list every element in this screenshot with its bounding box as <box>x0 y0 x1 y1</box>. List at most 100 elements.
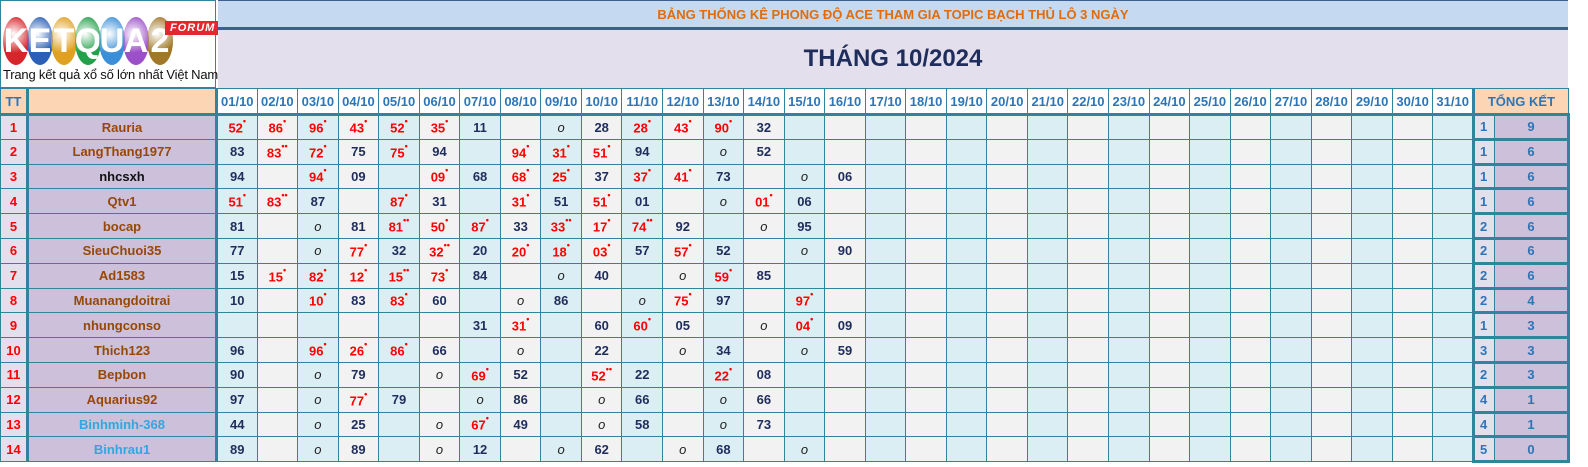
day-cell <box>1108 287 1150 314</box>
day-cell: 32•• <box>418 237 461 264</box>
total-count: 2 <box>1471 361 1495 389</box>
day-cell <box>1189 213 1231 239</box>
day-cell <box>1310 262 1353 289</box>
day-cell <box>1351 337 1393 363</box>
day-cell: o <box>297 411 339 438</box>
member-name: nhungconso <box>26 312 218 339</box>
hit-marker: • <box>364 338 368 349</box>
cell-value: 37 <box>594 168 609 184</box>
day-cell: 94• <box>297 163 339 190</box>
cell-value: 28 <box>594 119 609 135</box>
hit-marker: • <box>364 116 368 127</box>
day-cell: 94 <box>216 163 258 190</box>
cell-value: 09 <box>351 168 366 184</box>
day-cell: 01 <box>621 188 664 215</box>
day-cell <box>1229 312 1272 339</box>
day-cell: 86• <box>256 114 299 140</box>
day-cell <box>1189 138 1231 165</box>
day-cell <box>1351 138 1393 165</box>
day-cell: 67• <box>459 411 501 438</box>
day-cell: 59• <box>702 262 745 289</box>
table-row: 10 Thich123 96 96• 26• 86• 66 o 22 o 34 o 59 3 3 <box>0 337 1570 364</box>
cell-value: 66 <box>635 392 650 408</box>
day-cell: 25• <box>540 163 582 190</box>
day-cell <box>824 114 866 140</box>
day-cell <box>1310 114 1353 140</box>
day-cell <box>1391 237 1434 264</box>
cell-value: 31 <box>511 318 527 334</box>
hit-marker: • <box>526 314 530 325</box>
cell-value: 12 <box>349 268 365 284</box>
member-name: Aquarius92 <box>26 386 218 413</box>
cell-value: 75 <box>390 144 405 160</box>
day-cell <box>905 262 947 289</box>
cell-value: 97 <box>230 392 245 408</box>
day-cell: 10• <box>297 287 339 314</box>
day-cell <box>945 163 988 190</box>
row-number: 3 <box>0 163 28 190</box>
cell-value: 72 <box>309 144 324 160</box>
cell-value: 20 <box>511 244 527 260</box>
day-cell: 22 <box>580 337 623 363</box>
cell-value: 86 <box>553 292 569 308</box>
day-cell <box>905 436 947 463</box>
hit-marker: • <box>364 264 368 275</box>
row-number: 8 <box>0 287 28 314</box>
day-cell: 52•• <box>580 361 623 388</box>
cell-value: 86 <box>513 392 528 408</box>
day-cell <box>540 411 582 438</box>
cell-value: 40 <box>594 268 609 284</box>
day-cell <box>864 188 907 215</box>
day-cell: o <box>783 436 826 463</box>
day-cell: 95 <box>783 213 826 239</box>
day-cell <box>1270 361 1312 388</box>
row-number: 4 <box>0 188 28 215</box>
day-cell <box>540 312 582 339</box>
hit-marker: • <box>323 289 327 300</box>
day-cell: 94• <box>499 138 542 165</box>
cell-value: 37 <box>633 169 648 185</box>
day-cell: 79 <box>378 386 420 413</box>
member-name: Ad1583 <box>26 262 218 289</box>
day-cell <box>1310 188 1353 215</box>
day-cell <box>1310 411 1353 438</box>
day-cell <box>824 436 866 463</box>
day-cell: o <box>580 411 623 438</box>
day-cell <box>256 213 299 239</box>
day-cell <box>1391 361 1434 388</box>
day-cell <box>459 287 501 314</box>
day-cell <box>418 312 461 339</box>
cell-value: 09 <box>430 169 446 185</box>
day-cell: 44 <box>216 411 258 438</box>
day-cell <box>1229 337 1272 363</box>
hit-marker: • <box>688 289 692 300</box>
day-cell <box>1391 436 1434 463</box>
cell-value: 22 <box>714 368 729 384</box>
day-cell <box>945 213 988 239</box>
day-cell <box>1432 337 1474 363</box>
day-cell <box>1229 114 1272 140</box>
member-name: Rauria <box>26 114 218 140</box>
day-cell: 31• <box>540 138 582 165</box>
day-cell <box>1310 287 1353 314</box>
day-cell <box>783 138 826 165</box>
day-cell <box>1067 163 1110 190</box>
day-cell <box>905 312 947 339</box>
table-row: 8 Muanangdoitrai 10 10• 83 83• 60 o 86 o 75• 97 97• 2… <box>0 287 1570 315</box>
day-cell <box>824 188 866 215</box>
day-cell <box>945 262 988 289</box>
date-header: 23/10 <box>1108 88 1150 116</box>
day-cell <box>864 213 907 239</box>
hit-marker: • <box>647 314 652 325</box>
day-cell <box>905 138 947 165</box>
day-cell <box>1432 262 1474 289</box>
total-header: TỔNG KẾT <box>1471 88 1569 116</box>
total-score: 1 <box>1493 386 1570 414</box>
day-cell: 96• <box>297 114 339 140</box>
day-cell: 96• <box>297 337 339 363</box>
cell-value: 01 <box>635 193 650 209</box>
day-cell <box>783 411 826 438</box>
row-number: 13 <box>0 411 28 438</box>
day-cell <box>418 386 461 413</box>
